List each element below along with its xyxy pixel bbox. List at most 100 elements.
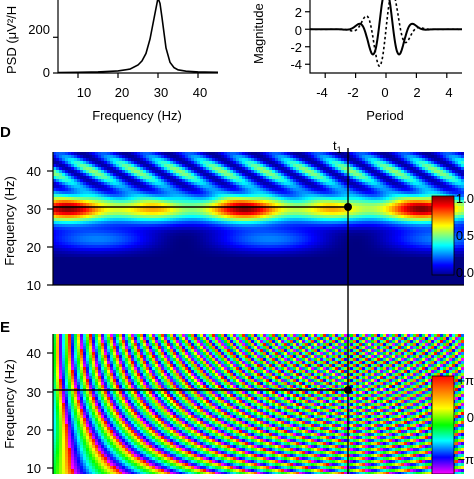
power-heatmap-cell: [188, 275, 192, 279]
power-heatmap-cell: [194, 272, 198, 276]
power-heatmap-cell: [203, 227, 207, 231]
power-heatmap-cell: [74, 254, 78, 258]
power-heatmap-cell: [122, 263, 126, 267]
power-heatmap-cell: [203, 179, 207, 183]
power-heatmap-cell: [122, 194, 126, 198]
power-heatmap-cell: [233, 275, 237, 279]
power-heatmap-cell: [320, 176, 324, 180]
power-heatmap-cell: [155, 194, 159, 198]
power-heatmap-cell: [158, 281, 162, 285]
power-heatmap-cell: [221, 197, 225, 201]
power-heatmap-cell: [71, 197, 75, 201]
power-heatmap-cell: [356, 227, 360, 231]
power-heatmap-cell: [227, 152, 231, 156]
power-heatmap-cell: [194, 197, 198, 201]
power-heatmap-cell: [125, 200, 129, 204]
power-heatmap-cell: [110, 167, 114, 171]
power-heatmap-cell: [353, 278, 357, 282]
power-heatmap-cell: [80, 203, 84, 207]
power-heatmap-cell: [185, 164, 189, 168]
power-heatmap-cell: [164, 233, 168, 237]
power-heatmap-cell: [284, 197, 288, 201]
power-heatmap-cell: [227, 242, 231, 246]
power-heatmap-cell: [140, 260, 144, 264]
power-heatmap-cell: [134, 212, 138, 216]
power-heatmap-cell: [83, 167, 87, 171]
power-heatmap-cell: [317, 218, 321, 222]
power-heatmap-cell: [92, 254, 96, 258]
power-heatmap-cell: [203, 251, 207, 255]
power-heatmap-cell: [59, 161, 63, 165]
power-heatmap-cell: [338, 263, 342, 267]
power-heatmap-cell: [317, 242, 321, 246]
power-heatmap-cell: [302, 260, 306, 264]
power-heatmap-cell: [263, 281, 267, 285]
power-heatmap-cell: [197, 221, 201, 225]
power-heatmap-cell: [83, 269, 87, 273]
power-heatmap-cell: [212, 236, 216, 240]
power-heatmap-cell: [167, 257, 171, 261]
power-heatmap-cell: [281, 245, 285, 249]
power-heatmap-cell: [194, 212, 198, 216]
power-heatmap-cell: [176, 254, 180, 258]
power-heatmap-cell: [59, 266, 63, 270]
power-heatmap-cell: [161, 269, 165, 273]
power-heatmap-cell: [290, 164, 294, 168]
power-heatmap-cell: [182, 218, 186, 222]
power-heatmap-cell: [275, 269, 279, 273]
power-heatmap-cell: [353, 176, 357, 180]
power-heatmap-cell: [308, 221, 312, 225]
power-heatmap-cell: [110, 194, 114, 198]
power-heatmap-cell: [80, 227, 84, 231]
power-heatmap-cell: [95, 248, 99, 252]
power-heatmap-cell: [173, 245, 177, 249]
power-heatmap-cell: [56, 227, 60, 231]
power-heatmap-cell: [173, 161, 177, 165]
power-heatmap-cell: [251, 260, 255, 264]
power-heatmap-cell: [65, 218, 69, 222]
power-heatmap-cell: [380, 272, 384, 276]
power-heatmap-cell: [320, 167, 324, 171]
power-heatmap-cell: [317, 281, 321, 285]
power-heatmap-cell: [290, 167, 294, 171]
power-heatmap-cell: [284, 173, 288, 177]
power-heatmap-cell: [245, 203, 249, 207]
power-heatmap-cell: [239, 209, 243, 213]
power-heatmap-cell: [380, 167, 384, 171]
power-heatmap-cell: [77, 167, 81, 171]
power-heatmap-cell: [200, 170, 204, 174]
power-heatmap-cell: [308, 281, 312, 285]
power-heatmap-cell: [92, 257, 96, 261]
power-heatmap-cell: [86, 212, 90, 216]
power-heatmap-cell: [89, 260, 93, 264]
power-heatmap-cell: [254, 281, 258, 285]
power-heatmap-cell: [302, 227, 306, 231]
power-heatmap-cell: [143, 191, 147, 195]
power-heatmap-cell: [326, 185, 330, 189]
power-heatmap-cell: [146, 221, 150, 225]
power-heatmap-cell: [125, 173, 129, 177]
power-heatmap-cell: [95, 188, 99, 192]
power-heatmap-cell: [245, 254, 249, 258]
power-heatmap-cell: [236, 275, 240, 279]
power-heatmap-cell: [170, 191, 174, 195]
power-heatmap-cell: [242, 152, 246, 156]
power-heatmap-cell: [269, 203, 273, 207]
power-heatmap-cell: [182, 209, 186, 213]
power-heatmap-cell: [134, 200, 138, 204]
power-heatmap-cell: [368, 239, 372, 243]
power-heatmap-cell: [371, 224, 375, 228]
power-heatmap-cell: [143, 257, 147, 261]
power-heatmap-cell: [233, 257, 237, 261]
power-heatmap-cell: [101, 188, 105, 192]
power-heatmap-cell: [326, 248, 330, 252]
power-heatmap-cell: [194, 182, 198, 186]
power-heatmap-cell: [239, 278, 243, 282]
power-heatmap-cell: [245, 188, 249, 192]
power-heatmap-cell: [368, 206, 372, 210]
power-heatmap-cell: [185, 215, 189, 219]
power-heatmap-cell: [224, 197, 228, 201]
power-heatmap-cell: [116, 218, 120, 222]
power-heatmap-cell: [173, 197, 177, 201]
power-heatmap-cell: [320, 155, 324, 159]
